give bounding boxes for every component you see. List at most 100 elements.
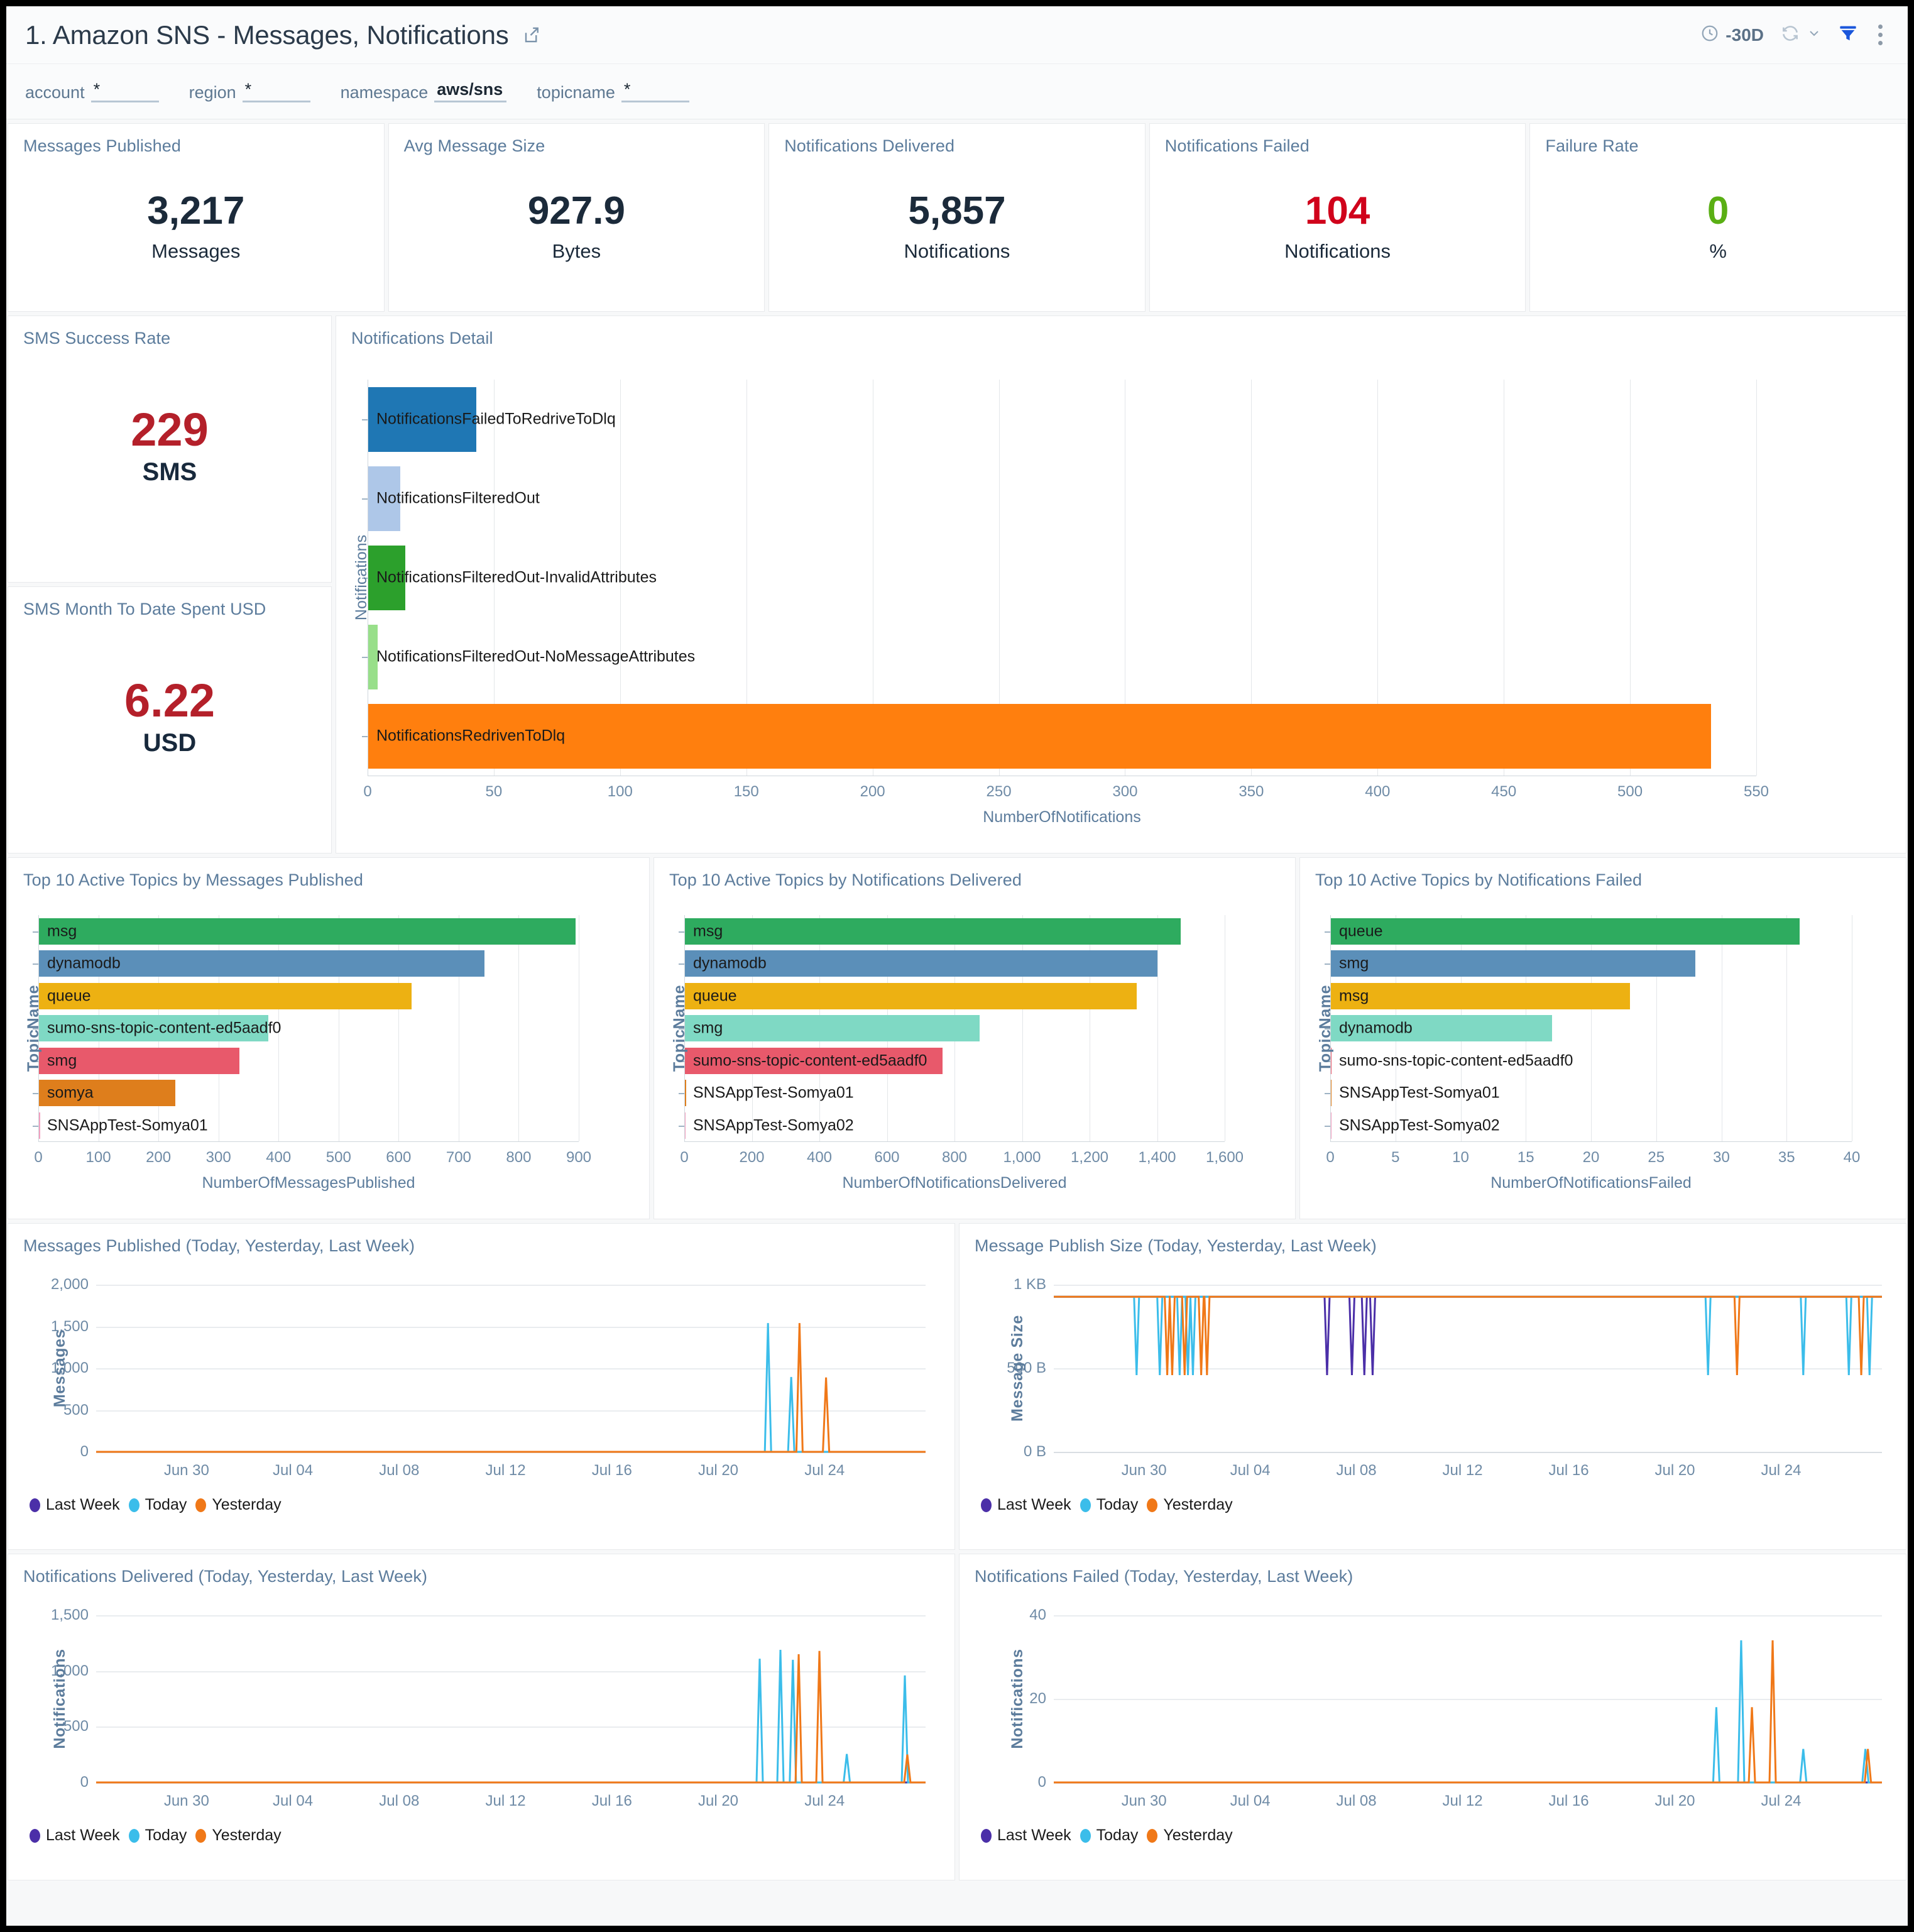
bar[interactable] [368,387,476,452]
axis-tick [362,498,368,500]
x-tick-label: 400 [1365,783,1391,800]
legend-label: Last Week [46,1496,120,1513]
bar-row[interactable]: smg [1325,947,1852,979]
legend-item[interactable]: Last Week [981,1496,1071,1514]
bar[interactable] [1330,918,1800,945]
bar[interactable] [38,1080,175,1106]
bar-label: queue [693,987,737,1004]
bar[interactable] [684,1112,686,1139]
timeseries-row-1: Messages Published (Today, Yesterday, La… [6,1223,1908,1550]
bar[interactable] [684,918,1181,945]
refresh-button[interactable] [1780,23,1822,47]
filter-button[interactable] [1838,23,1858,47]
time-range-picker[interactable]: -30D [1700,24,1764,46]
bar-row[interactable]: msg [1325,980,1852,1012]
bar-row[interactable]: smg [679,1012,1225,1044]
bar-row[interactable]: NotificationsFilteredOut [362,459,1756,538]
bar[interactable] [368,546,406,610]
bar[interactable] [368,466,401,531]
bar-row[interactable]: sumo-sns-topic-content-ed5aadf0 [33,1012,579,1044]
gridline [1786,915,1788,1141]
bar[interactable] [38,1112,40,1139]
filter-value[interactable]: * [621,80,689,102]
kpi-unit: % [1709,240,1727,263]
bar-row[interactable]: dynamodb [679,947,1225,979]
bar-row[interactable]: queue [1325,915,1852,947]
bar-row[interactable]: smg [33,1045,579,1077]
bar[interactable] [1330,1048,1332,1074]
bar-row[interactable]: NotificationsFailedToRedriveToDlq [362,380,1756,459]
bar-row[interactable]: SNSAppTest-Somya01 [33,1109,579,1141]
bar[interactable] [1330,950,1695,977]
y-tick-label: 1,000 [50,1359,89,1376]
legend-item[interactable]: Today [128,1826,187,1845]
notifications-detail-chart: NotificationsFailedToRedriveToDlq Notific… [336,348,1906,851]
filter-namespace[interactable]: namespace aws/sns [341,80,507,102]
bar[interactable] [38,918,576,945]
bar-row[interactable]: SNSAppTest-Somya02 [1325,1109,1852,1141]
message-publish-size-ts-chart: 0 B 500 B 1 KB Jun 30 Jul 04 Jul 08 Jul 12 Jul … [960,1256,1900,1545]
x-tick-label: Jul 04 [273,1792,314,1809]
sms-success-rate-unit: SMS [142,458,197,486]
axis-tick [679,963,684,965]
legend-item[interactable]: Yesterday [195,1826,282,1845]
legend-item[interactable]: Last Week [981,1826,1071,1845]
bar-row[interactable]: SNSAppTest-Somya01 [1325,1077,1852,1109]
bar[interactable] [368,625,378,689]
bar[interactable] [368,704,1711,769]
bar-row[interactable]: sumo-sns-topic-content-ed5aadf0 [1325,1045,1852,1077]
sms-column: SMS Success Rate 229 SMS SMS Month To Da… [8,316,332,853]
legend-item[interactable]: Yesterday [1147,1826,1233,1845]
share-export-icon[interactable] [523,26,542,45]
bar[interactable] [684,950,1157,977]
bar-row[interactable]: NotificationsRedrivenToDlq [362,696,1756,776]
more-vertical-icon[interactable] [1874,25,1886,45]
filter-value[interactable]: * [242,80,310,102]
legend-item[interactable]: Today [1080,1826,1138,1845]
filter-value[interactable]: aws/sns [434,80,507,102]
bar-row[interactable]: dynamodb [33,947,579,979]
bar-row[interactable]: SNSAppTest-Somya01 [679,1077,1225,1109]
bar[interactable] [38,1015,268,1041]
axis-tick [33,1125,38,1127]
legend-item[interactable]: Today [1080,1496,1138,1514]
bar-row[interactable]: NotificationsFilteredOut-InvalidAttribut… [362,538,1756,617]
filter-region[interactable]: region * [189,80,310,102]
legend-item[interactable]: Last Week [30,1826,120,1845]
legend-item[interactable]: Today [128,1496,187,1514]
filter-value[interactable]: * [90,80,159,102]
axis-tick [362,657,368,658]
x-tick-label: Jun 30 [163,1462,209,1479]
bar[interactable] [1330,1015,1552,1041]
bar[interactable] [684,1080,687,1106]
bar[interactable] [38,983,412,1009]
legend-item[interactable]: Yesterday [1147,1496,1233,1514]
filter-account[interactable]: account * [25,80,159,102]
bar[interactable] [1330,983,1631,1009]
page-title: 1. Amazon SNS - Messages, Notifications [25,19,509,50]
bar-row[interactable]: msg [679,915,1225,947]
bar-row[interactable]: queue [679,980,1225,1012]
bar-row[interactable]: msg [33,915,579,947]
legend-item[interactable]: Last Week [30,1496,120,1514]
bar[interactable] [38,1048,240,1074]
bar-row[interactable]: SNSAppTest-Somya02 [679,1109,1225,1141]
bar[interactable] [1330,1112,1332,1139]
filter-topicname[interactable]: topicname * [537,80,689,102]
bar-row[interactable]: NotificationsFilteredOut-NoMessageAttrib… [362,617,1756,696]
bar[interactable] [684,1048,943,1074]
bar-row[interactable]: queue [33,980,579,1012]
bar[interactable] [684,983,1137,1009]
chevron-down-icon[interactable] [1807,26,1822,44]
gridline [1157,915,1158,1141]
bar-row[interactable]: dynamodb [1325,1012,1852,1044]
bar-row[interactable]: sumo-sns-topic-content-ed5aadf0 [679,1045,1225,1077]
x-tick-label: Jul 24 [1761,1462,1802,1479]
bar[interactable] [38,950,484,977]
x-tick-label: Jul 16 [591,1792,632,1809]
y-tick-label: 1,500 [50,1606,89,1623]
bar[interactable] [1330,1080,1332,1106]
legend-item[interactable]: Yesterday [195,1496,282,1514]
bar-row[interactable]: somya [33,1077,579,1109]
bar[interactable] [684,1015,980,1041]
